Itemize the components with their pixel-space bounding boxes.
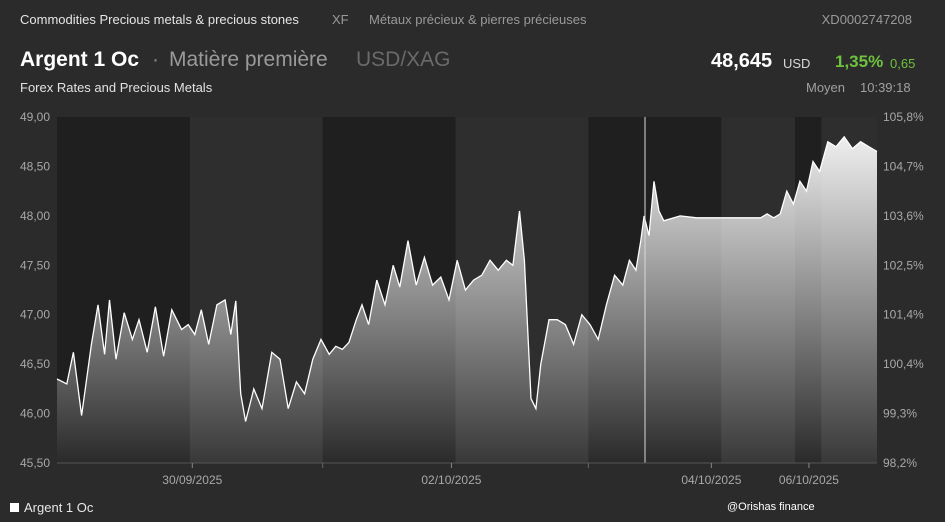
y-tick-label: 46,50 <box>20 357 50 371</box>
instrument-name: Argent 1 Oc <box>20 48 140 71</box>
legend-label: Argent 1 Oc <box>24 500 94 515</box>
y-axis-right: 105,8% 104,7% 103,6% 102,5% 101,4% 100,4% 99,3… <box>883 110 924 470</box>
y-tick-label-right: 98,2% <box>883 456 917 470</box>
credit-watermark: @Orishas finance <box>727 501 815 513</box>
currency-pair: USD/XAG <box>356 48 451 71</box>
y-tick-label: 45,50 <box>20 456 50 470</box>
y-tick-label-right: 103,6% <box>883 209 924 223</box>
price-line[interactable] <box>56 135 878 422</box>
category-label-fr: Métaux précieux & pierres précieuses <box>369 12 587 27</box>
y-tick-label: 46,00 <box>20 407 50 421</box>
price-currency: USD <box>783 56 811 71</box>
title-separator: · <box>152 48 159 71</box>
change-absolute: 0,65 <box>890 56 916 71</box>
y-tick-label: 48,00 <box>20 209 50 223</box>
y-tick-label-right: 101,4% <box>883 308 924 322</box>
y-tick-label-right: 100,4% <box>883 357 924 371</box>
x-tick-label: 30/09/2025 <box>162 473 222 487</box>
y-tick-label-right: 102,5% <box>883 258 924 272</box>
change-percent: 1,35% <box>835 52 884 71</box>
moyen-label: Moyen <box>806 80 846 95</box>
category-label[interactable]: Commodities Precious metals & precious s… <box>20 12 299 27</box>
x-tick-label: 04/10/2025 <box>681 473 741 487</box>
y-tick-label-right: 99,3% <box>883 407 917 421</box>
y-tick-label: 49,00 <box>20 110 50 124</box>
chart-legend[interactable]: Argent 1 Oc <box>10 500 93 515</box>
x-tick-label: 02/10/2025 <box>421 473 481 487</box>
y-tick-label-right: 104,7% <box>883 159 924 173</box>
y-tick-label: 47,50 <box>20 258 50 272</box>
y-tick-label: 48,50 <box>20 159 50 173</box>
last-price: 48,645 <box>711 50 773 72</box>
legend-swatch <box>10 503 19 512</box>
isin-code: XD0002747208 <box>821 12 912 27</box>
exchange-code: XF <box>332 12 349 27</box>
x-tick-label: 06/10/2025 <box>779 473 839 487</box>
instrument-header: Argent 1 Oc · Matière première USD/XAG F… <box>0 44 945 100</box>
instrument-type: Matière première <box>169 48 328 71</box>
instrument-subtitle: Forex Rates and Precious Metals <box>20 80 213 95</box>
y-tick-label: 47,00 <box>20 308 50 322</box>
quote-time: 10:39:18 <box>860 80 911 95</box>
y-axis-left: 49,00 48,50 48,00 47,50 47,00 46,50 46,00 45,50 <box>20 110 50 470</box>
y-tick-label-right: 105,8% <box>883 110 924 124</box>
top-bar: Commodities Precious metals & precious s… <box>0 0 945 40</box>
x-axis: 30/09/2025 02/10/2025 04/10/2025 06/10/2025 <box>162 463 839 487</box>
